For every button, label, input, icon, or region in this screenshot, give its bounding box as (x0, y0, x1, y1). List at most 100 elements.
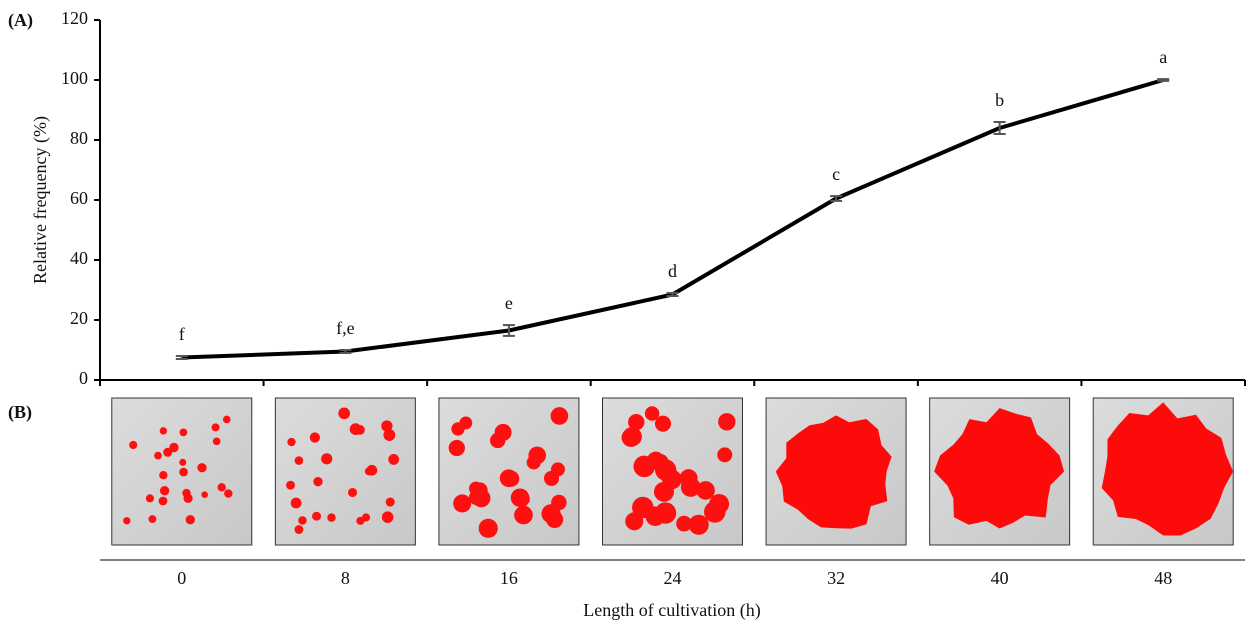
y-tick-label: 60 (70, 188, 88, 208)
y-tick-label: 40 (70, 248, 88, 268)
error-bar (993, 121, 1006, 135)
colony (459, 416, 473, 430)
colony (381, 420, 393, 432)
colony (287, 437, 296, 447)
colony (478, 518, 498, 538)
colony (179, 428, 188, 437)
error-bar (1157, 78, 1170, 82)
colony (448, 439, 465, 457)
colony (338, 407, 351, 420)
colony (159, 471, 168, 480)
x-tick-label: 48 (1154, 568, 1172, 588)
colony (453, 494, 472, 513)
data-label: a (1159, 47, 1167, 67)
colony (717, 447, 733, 463)
y-tick-label: 100 (61, 68, 88, 88)
colony-image (929, 397, 1071, 546)
error-bar (502, 324, 515, 337)
x-axis-title: Length of cultivation (h) (583, 600, 760, 621)
colony (309, 432, 320, 443)
colony (327, 513, 336, 522)
colony (224, 489, 233, 498)
colony (169, 442, 179, 453)
colony (688, 514, 709, 535)
colony (197, 463, 207, 473)
colony (388, 454, 400, 465)
colony (550, 407, 569, 425)
colony (294, 456, 304, 465)
colony (621, 428, 641, 447)
x-tick-label: 40 (991, 568, 1009, 588)
colony (148, 515, 157, 523)
colony (644, 406, 660, 421)
x-tick-label: 32 (827, 568, 845, 588)
colony (185, 515, 195, 525)
colony (286, 480, 295, 490)
colony (313, 476, 323, 487)
colony-image (274, 397, 416, 546)
colony (625, 512, 644, 531)
colony (159, 427, 168, 435)
colony (349, 423, 362, 435)
colony (201, 491, 208, 498)
data-label: c (832, 164, 840, 184)
data-line (181, 78, 1164, 360)
colony (514, 505, 533, 525)
colony (158, 496, 168, 506)
colony (472, 482, 488, 498)
colony (179, 458, 187, 466)
colony (179, 467, 188, 477)
colony (704, 501, 726, 523)
colony-image (111, 397, 253, 546)
colony (212, 437, 221, 446)
colony (510, 488, 530, 507)
panel-label: (B) (8, 402, 32, 423)
error-bar (175, 355, 188, 360)
colony (348, 487, 358, 498)
colony (645, 506, 665, 527)
colony (1101, 402, 1234, 536)
colony (145, 494, 154, 503)
colony (217, 483, 226, 492)
colony (385, 497, 395, 507)
colony (321, 453, 333, 465)
colony (154, 451, 162, 460)
colony (361, 513, 371, 522)
colony-image (1092, 397, 1234, 546)
data-label: d (668, 261, 677, 281)
data-label: e (505, 293, 513, 313)
error-bar (339, 349, 352, 354)
colony-image (602, 397, 743, 546)
y-tick-label: 0 (79, 368, 88, 388)
colony (696, 481, 715, 500)
x-tick-label: 0 (177, 568, 186, 588)
colony (680, 477, 701, 497)
colony (546, 510, 564, 529)
colony (364, 467, 373, 476)
colony (381, 511, 394, 523)
colony (211, 423, 220, 432)
y-tick-label: 20 (70, 308, 88, 328)
x-tick-label: 24 (664, 568, 682, 588)
colony-image (765, 397, 907, 546)
colony (294, 525, 304, 534)
colony (628, 413, 645, 431)
colony (290, 497, 302, 509)
y-axis-title: Relative frequency (%) (30, 116, 51, 284)
image-frame (274, 397, 416, 546)
colony (298, 516, 307, 525)
data-label: b (995, 90, 1004, 110)
x-tick-label: 16 (500, 568, 518, 588)
colony (775, 415, 892, 529)
y-tick-label: 120 (61, 8, 88, 28)
data-label: f (179, 324, 185, 344)
error-bar (666, 292, 679, 297)
colony (550, 462, 565, 477)
colony (503, 470, 520, 487)
data-label: f,e (336, 318, 354, 338)
colony (129, 440, 138, 450)
colony-image (438, 397, 580, 546)
panel-label: (A) (8, 10, 33, 31)
colony (718, 413, 736, 431)
